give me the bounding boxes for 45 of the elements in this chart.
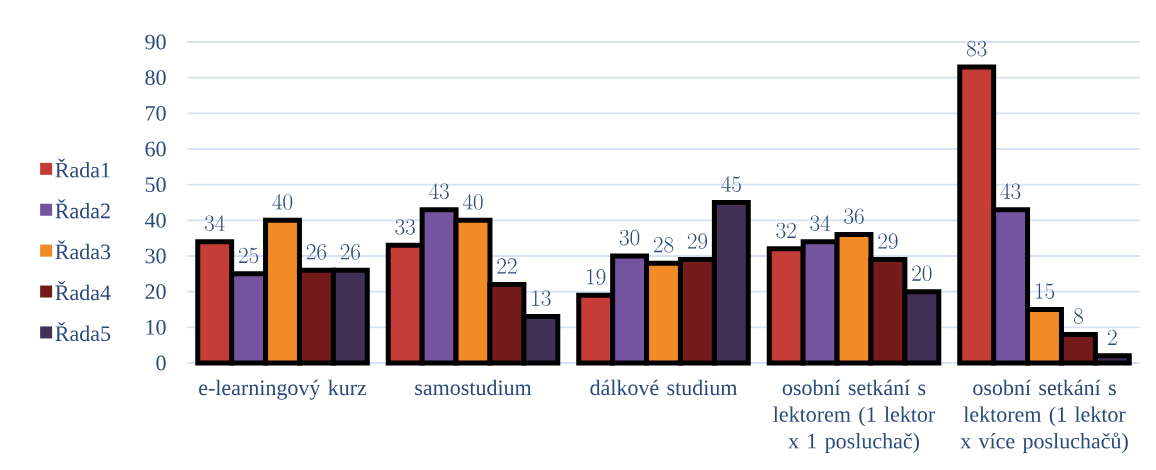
y-tick-label: 70 bbox=[146, 105, 166, 121]
y-tick-label: 10 bbox=[146, 319, 166, 335]
x-tick-label: samostudium bbox=[415, 379, 532, 396]
data-label: 13 bbox=[532, 290, 551, 307]
data-label: 43 bbox=[429, 183, 449, 200]
y-tick-label: 30 bbox=[145, 248, 166, 264]
data-label: 34 bbox=[204, 215, 225, 232]
data-label: 32 bbox=[776, 222, 796, 239]
y-tick-label: 90 bbox=[145, 34, 166, 50]
data-label: 45 bbox=[721, 176, 741, 192]
y-tick-label: 50 bbox=[145, 177, 166, 193]
data-label: 30 bbox=[619, 229, 640, 246]
data-label: 25 bbox=[238, 247, 259, 264]
legend-label: Řada2 bbox=[55, 199, 110, 219]
x-tick-label: e-learningový kurz bbox=[199, 379, 367, 400]
data-label: 40 bbox=[462, 193, 483, 210]
y-tick-label: 80 bbox=[145, 70, 166, 86]
data-label: 2 bbox=[1107, 329, 1117, 345]
legend-label: Řada4 bbox=[55, 281, 111, 301]
data-label: 22 bbox=[497, 258, 517, 274]
data-label: 43 bbox=[1000, 183, 1021, 200]
legend-label: Řada5 bbox=[55, 321, 111, 342]
data-label: 29 bbox=[687, 233, 708, 249]
x-tick-label: osobní setkání s lektorem (1 lektor x 1 posluchač) bbox=[773, 379, 936, 454]
y-tick-label: 0 bbox=[156, 355, 166, 371]
x-tick-label: osobní setkání s lektorem (1 lektor x více posluchačů) bbox=[960, 379, 1128, 454]
y-tick-label: 60 bbox=[145, 141, 166, 157]
data-label: 33 bbox=[395, 219, 415, 235]
legend-label: Řada1 bbox=[55, 158, 110, 178]
legend-label: Řada3 bbox=[55, 240, 111, 260]
data-label: 34 bbox=[810, 215, 831, 232]
y-tick-label: 40 bbox=[144, 212, 166, 228]
data-label: 20 bbox=[912, 265, 932, 282]
data-label: 19 bbox=[587, 269, 606, 285]
data-label: 26 bbox=[340, 244, 360, 260]
data-label: 40 bbox=[272, 193, 293, 210]
x-tick-label: dálkové studium bbox=[590, 379, 738, 396]
data-label: 15 bbox=[1035, 283, 1055, 299]
data-label: 29 bbox=[878, 233, 898, 249]
data-label: 26 bbox=[306, 244, 327, 260]
data-label: 36 bbox=[844, 208, 864, 225]
data-label: 28 bbox=[653, 236, 674, 253]
data-label: 8 bbox=[1073, 308, 1083, 324]
data-label: 83 bbox=[966, 40, 987, 57]
y-tick-label: 20 bbox=[145, 284, 166, 300]
